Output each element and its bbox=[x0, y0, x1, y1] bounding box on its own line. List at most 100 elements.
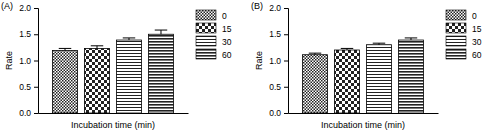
error-bar bbox=[405, 38, 417, 40]
tick-label: 2.0 bbox=[269, 3, 281, 13]
error-cap bbox=[155, 30, 167, 31]
tick-mark bbox=[34, 61, 38, 62]
error-bar bbox=[373, 43, 385, 45]
bar bbox=[117, 40, 142, 113]
tick-label: 1.0 bbox=[269, 56, 281, 66]
legend-swatch bbox=[196, 10, 216, 20]
legend-item: 60 bbox=[196, 49, 232, 60]
legend-label: 15 bbox=[222, 24, 232, 34]
tick: 0.5 bbox=[269, 82, 288, 92]
tick-mark bbox=[284, 87, 288, 88]
bar bbox=[303, 55, 328, 113]
panel: 0.0 0.5 1.0 1.5 2.0 bbox=[19, 3, 188, 118]
error-cap bbox=[91, 45, 103, 46]
tick-label: 0.5 bbox=[269, 82, 281, 92]
legend-swatch bbox=[196, 36, 216, 46]
tick: 0.0 bbox=[19, 108, 38, 118]
axis-line bbox=[284, 9, 289, 114]
tick-mark bbox=[284, 61, 288, 62]
bars bbox=[53, 30, 174, 113]
legend-swatch bbox=[446, 23, 466, 33]
x-axis-title: Incubation time (min) bbox=[321, 120, 405, 130]
legend: 0 15 30 60 bbox=[446, 10, 482, 60]
legend-swatch bbox=[196, 49, 216, 59]
figure: 0.0 0.5 1.0 1.5 2.0 Rate Incubation time (min)… bbox=[0, 0, 500, 135]
tick: 1.5 bbox=[269, 29, 288, 39]
legend-swatch bbox=[446, 36, 466, 46]
panel: 0.0 0.5 1.0 1.5 2.0 bbox=[269, 3, 438, 118]
tick-mark bbox=[284, 34, 288, 35]
tick: 1.0 bbox=[269, 56, 288, 66]
bars bbox=[303, 38, 424, 113]
axis-line bbox=[39, 113, 189, 114]
tick-label: 0.5 bbox=[19, 82, 31, 92]
legend-swatch bbox=[196, 23, 216, 33]
error-bar bbox=[309, 53, 321, 55]
legend-item: 0 bbox=[196, 10, 227, 21]
tick: 2.0 bbox=[269, 3, 288, 13]
legend-item: 60 bbox=[446, 49, 482, 60]
tick-mark bbox=[284, 8, 288, 9]
bar bbox=[149, 34, 174, 113]
axis-line bbox=[34, 9, 39, 114]
legend-item: 0 bbox=[446, 10, 477, 21]
legend-swatch bbox=[446, 10, 466, 20]
bar bbox=[399, 40, 424, 113]
error-bar bbox=[59, 48, 71, 50]
legend-label: 0 bbox=[222, 11, 227, 21]
x-axis-title: Incubation time (min) bbox=[71, 120, 155, 130]
bar bbox=[367, 45, 392, 113]
tick-mark bbox=[34, 113, 38, 114]
tick-label: 1.5 bbox=[269, 29, 281, 39]
legend-item: 30 bbox=[196, 36, 232, 47]
axis-line bbox=[289, 113, 439, 114]
error-cap bbox=[123, 37, 135, 38]
legend-item: 30 bbox=[446, 36, 482, 47]
error-cap bbox=[373, 43, 385, 44]
tick-label: 1.0 bbox=[19, 56, 31, 66]
bar bbox=[335, 50, 360, 113]
error-line bbox=[160, 30, 161, 34]
legend-label: 0 bbox=[472, 11, 477, 21]
legend-label: 60 bbox=[222, 50, 232, 60]
error-bar bbox=[91, 46, 103, 49]
tick: 0.5 bbox=[19, 82, 38, 92]
tick-label: 0.0 bbox=[269, 108, 281, 118]
tick: 2.0 bbox=[19, 3, 38, 13]
error-cap bbox=[309, 53, 321, 54]
bar bbox=[85, 48, 110, 113]
legend-item: 15 bbox=[196, 23, 232, 34]
x-axis bbox=[39, 113, 189, 115]
y-axis: 0.0 0.5 1.0 1.5 2.0 bbox=[269, 3, 288, 118]
tick: 0.0 bbox=[269, 108, 288, 118]
legend-item: 15 bbox=[446, 23, 482, 34]
tick-label: 0.0 bbox=[19, 108, 31, 118]
legend-label: 30 bbox=[472, 37, 482, 47]
tick: 1.5 bbox=[19, 29, 38, 39]
error-bar bbox=[341, 48, 353, 50]
legend-label: 60 bbox=[472, 50, 482, 60]
bar bbox=[53, 51, 78, 113]
tick-label: 2.0 bbox=[19, 3, 31, 13]
error-cap bbox=[405, 37, 417, 38]
y-axis-title: Rate bbox=[254, 51, 264, 70]
tick-mark bbox=[284, 113, 288, 114]
legend-swatch bbox=[446, 49, 466, 59]
error-cap bbox=[341, 48, 353, 49]
y-axis-title: Rate bbox=[4, 51, 14, 70]
error-cap bbox=[59, 48, 71, 49]
legend-label: 15 bbox=[472, 24, 482, 34]
tick-label: 1.5 bbox=[19, 29, 31, 39]
error-bar bbox=[155, 30, 167, 34]
panel-title: (A) bbox=[1, 1, 13, 11]
x-axis bbox=[289, 113, 439, 115]
panel-title: (B) bbox=[251, 1, 263, 11]
error-bar bbox=[123, 38, 135, 40]
legend: 0 15 30 60 bbox=[196, 10, 232, 60]
tick-mark bbox=[34, 34, 38, 35]
tick-mark bbox=[34, 8, 38, 9]
legend-label: 30 bbox=[222, 37, 232, 47]
tick: 1.0 bbox=[19, 56, 38, 66]
tick-mark bbox=[34, 87, 38, 88]
y-axis: 0.0 0.5 1.0 1.5 2.0 bbox=[19, 3, 38, 118]
